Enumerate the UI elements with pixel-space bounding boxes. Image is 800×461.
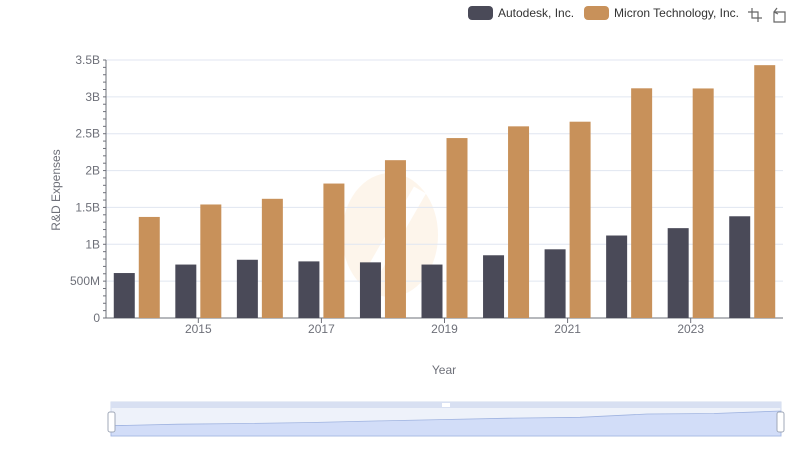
data-zoom-handle-right[interactable] xyxy=(776,411,785,433)
x-tick-label: 2015 xyxy=(185,322,212,336)
bar-micron-2022[interactable] xyxy=(631,88,653,319)
bar-autodesk-2017[interactable] xyxy=(298,261,320,318)
bar-autodesk-2015[interactable] xyxy=(175,264,197,318)
x-axis-title: Year xyxy=(432,363,456,377)
data-zoom-move-handle[interactable] xyxy=(442,403,450,407)
bar-micron-2023[interactable] xyxy=(692,88,714,319)
zoom-area-icon[interactable] xyxy=(746,6,764,24)
bar-micron-2018[interactable] xyxy=(384,160,406,318)
legend-item-autodesk[interactable]: Autodesk, Inc. xyxy=(468,6,574,20)
bar-micron-2020[interactable] xyxy=(508,126,530,318)
legend-label-micron: Micron Technology, Inc. xyxy=(614,6,739,20)
x-tick-label: 2019 xyxy=(431,322,458,336)
bar-autodesk-2016[interactable] xyxy=(236,259,258,318)
data-zoom-preview xyxy=(110,410,782,437)
x-tick-label: 2021 xyxy=(554,322,581,336)
y-tick-label: 3.5B xyxy=(75,53,100,67)
bar-micron-2014[interactable] xyxy=(138,216,160,318)
y-tick-label: 2.5B xyxy=(75,127,100,141)
legend-swatch-autodesk xyxy=(468,6,493,20)
bar-autodesk-2023[interactable] xyxy=(667,228,689,318)
zoom-reset-icon[interactable] xyxy=(770,6,788,24)
data-zoom-slider[interactable] xyxy=(107,401,785,437)
bar-autodesk-2024[interactable] xyxy=(729,216,751,318)
x-tick-label: 2017 xyxy=(308,322,335,336)
data-zoom-handle-left[interactable] xyxy=(107,411,116,433)
bar-autodesk-2020[interactable] xyxy=(483,255,505,318)
y-tick-label: 1.5B xyxy=(75,200,100,214)
chart-toolbox xyxy=(746,6,794,24)
bar-micron-2019[interactable] xyxy=(446,138,468,318)
bar-autodesk-2019[interactable] xyxy=(421,264,443,318)
y-axis-title: R&D Expenses xyxy=(49,149,63,230)
bar-autodesk-2021[interactable] xyxy=(544,249,566,318)
y-tick-label: 2B xyxy=(85,164,100,178)
legend-item-micron[interactable]: Micron Technology, Inc. xyxy=(584,6,739,20)
bar-autodesk-2022[interactable] xyxy=(606,235,628,318)
bar-micron-2016[interactable] xyxy=(261,198,283,318)
bar-micron-2024[interactable] xyxy=(754,65,776,318)
y-tick-label: 1B xyxy=(85,237,100,251)
bar-micron-2015[interactable] xyxy=(200,204,222,318)
bar-micron-2017[interactable] xyxy=(323,183,345,318)
bar-autodesk-2014[interactable] xyxy=(113,273,135,318)
y-tick-label: 500M xyxy=(70,274,100,288)
chart-legend: Autodesk, Inc. Micron Technology, Inc. xyxy=(468,4,749,22)
legend-label-autodesk: Autodesk, Inc. xyxy=(498,6,575,20)
y-tick-label: 3B xyxy=(85,90,100,104)
bar-micron-2021[interactable] xyxy=(569,121,591,319)
legend-swatch-micron xyxy=(584,6,610,20)
x-tick-label: 2023 xyxy=(677,322,704,336)
y-tick-label: 0 xyxy=(93,311,100,325)
bar-autodesk-2018[interactable] xyxy=(359,262,381,318)
